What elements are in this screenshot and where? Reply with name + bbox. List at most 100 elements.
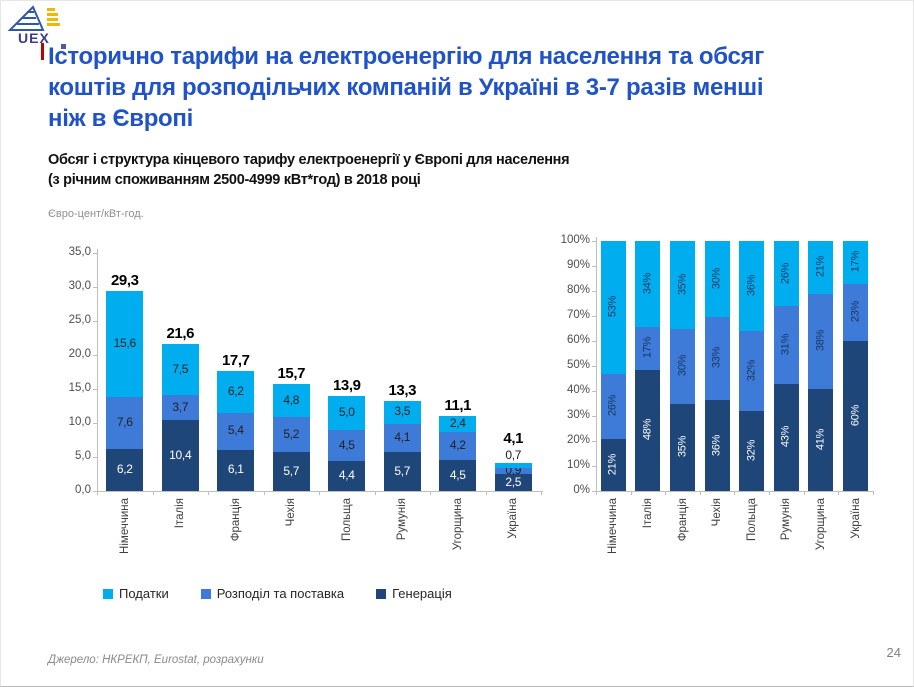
slide-subtitle: Обсяг і структура кінцевого тарифу елект… <box>48 150 648 190</box>
bar-total-label: 17,7 <box>221 351 250 369</box>
y-tick <box>93 389 97 390</box>
y-tick <box>592 266 596 267</box>
segment-label: 32% <box>745 359 758 382</box>
segment-label: 4,8 <box>283 392 300 407</box>
y-axis <box>97 249 98 491</box>
bar-segment <box>161 344 199 396</box>
x-tick <box>838 491 840 495</box>
y-tick <box>93 491 97 492</box>
y-tick <box>592 466 596 467</box>
segment-label: 7,5 <box>172 361 189 376</box>
segment-label: 0,7 <box>505 448 522 463</box>
y-tick <box>93 287 97 288</box>
bar-segment <box>439 431 477 461</box>
bar-segment <box>808 388 834 491</box>
x-axis <box>97 491 543 492</box>
bar-total-label: 13,3 <box>388 381 417 399</box>
category-label: Німеччина <box>118 498 131 554</box>
bar-segment <box>704 241 730 317</box>
segment-label: 5,7 <box>283 463 300 478</box>
bar-segment <box>217 370 255 413</box>
segment-label: 36% <box>745 274 758 297</box>
segment-label: 4,5 <box>338 437 355 452</box>
x-tick <box>699 491 701 495</box>
segment-label: 6,2 <box>227 383 244 398</box>
y-tick-label: 60% <box>566 334 590 346</box>
y-tick-label: 10,0 <box>68 416 91 428</box>
bar-total-label: 29,3 <box>110 272 139 290</box>
y-tick <box>93 355 97 356</box>
bar-segment <box>439 415 477 432</box>
segment-label: 26% <box>606 394 619 417</box>
category-label: Угорщина <box>814 498 827 551</box>
bar-segment <box>328 430 366 462</box>
y-tick <box>592 416 596 417</box>
segment-label: 10,4 <box>169 447 192 462</box>
x-tick <box>152 491 154 495</box>
y-tick-label: 70% <box>566 309 590 321</box>
segment-label: 34% <box>641 272 654 294</box>
y-tick-label: 0,0 <box>75 484 91 496</box>
legend-swatch-generation <box>376 588 387 599</box>
y-tick-label: 5,0 <box>75 450 91 462</box>
y-tick-label: 30,0 <box>68 280 91 292</box>
slide-title: Історично тарифи на електроенергію для н… <box>48 41 893 134</box>
bar-segment <box>217 449 255 491</box>
y-tick <box>592 441 596 442</box>
bar-segment <box>739 331 765 411</box>
bar-segment <box>494 467 532 474</box>
y-axis-unit-label: Євро-цент/кВт-год. <box>48 208 144 220</box>
bar-segment <box>600 438 626 491</box>
category-label: Угорщина <box>451 498 464 551</box>
y-tick-label: 25,0 <box>68 314 91 326</box>
subtitle-line-1: Обсяг і структура кінцевого тарифу елект… <box>48 152 570 168</box>
y-tick <box>93 423 97 424</box>
y-tick <box>592 241 596 242</box>
segment-label: 6,2 <box>116 461 133 476</box>
x-tick <box>263 491 265 495</box>
uex-logo: UEX <box>7 4 67 50</box>
category-label: Чехія <box>285 498 298 527</box>
segment-label: 43% <box>779 426 792 448</box>
y-tick-label: 35,0 <box>68 246 91 258</box>
y-tick-label: 50% <box>566 359 590 371</box>
segment-label: 36% <box>710 434 723 456</box>
segment-label: 4,1 <box>394 430 411 445</box>
subtitle-line-2: (з річним споживанням 2500-4999 кВт*год)… <box>48 172 421 188</box>
x-tick <box>374 491 376 495</box>
source-note: Джерело: НКРЕКП, Eurostat, розрахунки <box>48 654 264 666</box>
segment-label: 30% <box>676 354 688 377</box>
segment-label: 48% <box>641 419 654 441</box>
segment-label: 30% <box>710 267 723 289</box>
segment-label: 21% <box>814 256 827 278</box>
category-label: Франція <box>229 498 242 542</box>
title-line-1: Історично тарифи на електроенергію для н… <box>48 43 764 70</box>
uex-logo-text: UEX <box>18 30 50 46</box>
segment-label: 3,7 <box>172 399 189 414</box>
legend-label-generation: Генерація <box>392 586 452 601</box>
bar-total-label: 13,9 <box>332 377 361 395</box>
bar-segment <box>843 241 868 284</box>
y-tick <box>592 291 596 292</box>
bar-segment <box>383 400 421 425</box>
x-tick <box>430 491 431 495</box>
y-tick-label: 15,0 <box>68 382 91 394</box>
uex-logo-mark <box>7 5 66 49</box>
x-tick <box>872 491 874 495</box>
legend-item-generation: Генерація <box>376 586 452 601</box>
y-tick <box>93 457 97 458</box>
bar-segment <box>439 460 477 491</box>
bar-segment <box>808 293 834 389</box>
bar-segment <box>739 241 765 331</box>
bar-segment <box>670 241 695 329</box>
bar-segment <box>600 241 626 374</box>
segment-label: 41% <box>814 428 827 450</box>
bar-segment <box>328 461 366 491</box>
bar-segment <box>739 411 765 491</box>
segment-label: 5,2 <box>283 426 300 441</box>
bar-segment <box>773 306 799 384</box>
segment-label: 2,5 <box>505 474 522 489</box>
bar-segment <box>494 463 532 468</box>
bar-total-label: 21,6 <box>166 325 195 343</box>
y-tick <box>592 491 596 492</box>
